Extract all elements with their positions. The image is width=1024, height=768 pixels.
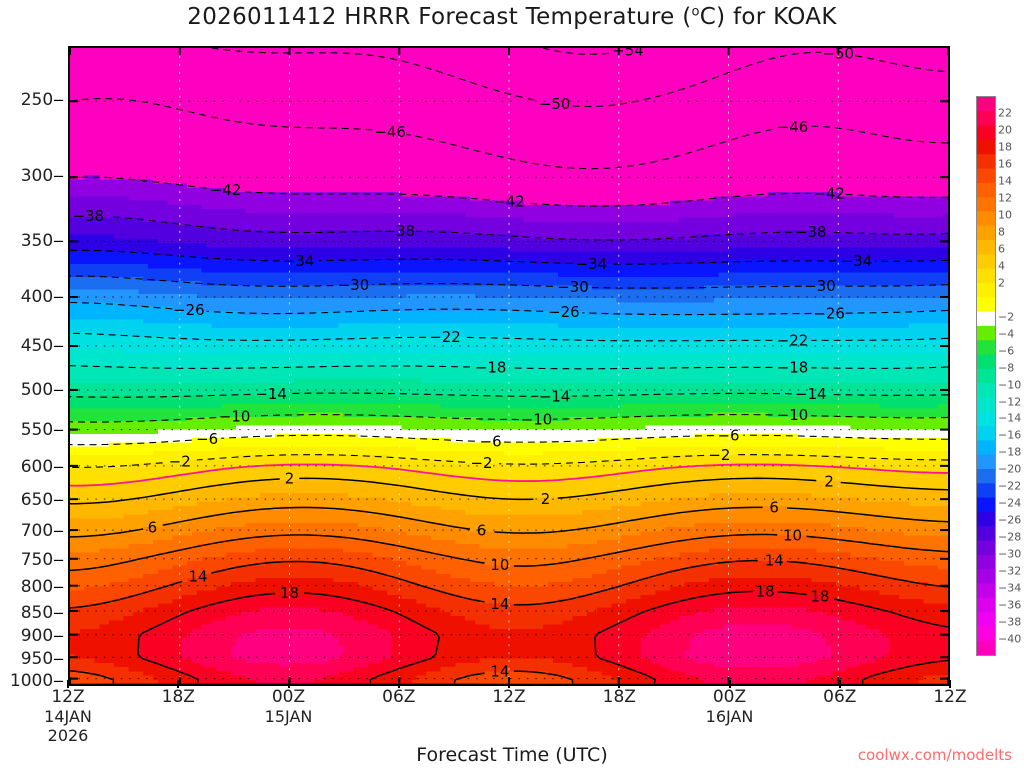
temperature-contour-plot: −54−50−50−46 −46−42−42 −42−38−38 −38−34 −34−… [70, 48, 948, 684]
colorbar-tick-minus24: −24 [998, 497, 1021, 510]
x-tick-12h: 00Z 15JAN [265, 688, 313, 727]
x-axis-tickmarks [67, 680, 951, 688]
colorbar-tick-18: 18 [998, 140, 1012, 153]
colorbar-tick-minus20: −20 [998, 463, 1021, 476]
colorbar-tick-minus26: −26 [998, 514, 1021, 527]
y-tick-650: 650‒ [21, 490, 64, 510]
x-axis-title: Forecast Time (UTC) [0, 744, 1024, 766]
y-tick-750: 750‒ [21, 550, 64, 570]
y-tick-350: 350‒ [21, 231, 64, 251]
chart-title-after: C) for KOAK [700, 4, 837, 30]
y-tick-1000: 1000‒ [10, 671, 64, 691]
credit-watermark: coolwx.com/modelts [858, 746, 1012, 764]
x-axis-time: 12Z 14JAN 2026 18Z 00Z 15JAN 06Z 12Z 18Z 00Z 16JAN… [44, 680, 967, 750]
y-tick-400: 400‒ [21, 287, 64, 307]
contour-canvas: −54 −50 −50 −46 −46 −42 −42 −42 −38 −38 −38 −34 −34−… [70, 48, 948, 684]
colorbar-tick-minus38: −38 [998, 616, 1021, 629]
y-tick-800: 800‒ [21, 577, 64, 597]
colorbar-tick-22: 22 [998, 107, 1012, 120]
colorbar-tick-16: 16 [998, 157, 1012, 170]
degree-symbol: o [692, 4, 700, 19]
colorbar-labels: 22 20 18 16 14 12 10 8 6 4 2 −2 −4 −6 −8 −10 −12 −14 −16 −1… [998, 96, 1024, 656]
y-tick-250: 250‒ [21, 90, 64, 110]
colorbar-tick-minus36: −36 [998, 599, 1021, 612]
colorbar-swatches [977, 97, 995, 655]
colorbar-tick-14: 14 [998, 174, 1012, 187]
y-tick-500: 500‒ [21, 380, 64, 400]
colorbar-tick-minus6: −6 [998, 344, 1014, 357]
colorbar-tick-10: 10 [998, 208, 1012, 221]
colorbar-tick-6: 6 [998, 242, 1005, 255]
colorbar-tick-minus32: −32 [998, 565, 1021, 578]
y-tick-550: 550‒ [21, 420, 64, 440]
x-tick-18h: 06Z [382, 688, 415, 707]
colorbar-tick-minus28: −28 [998, 531, 1021, 544]
y-tick-600: 600‒ [21, 457, 64, 477]
colorbar-tick-minus30: −30 [998, 548, 1021, 561]
y-tick-850: 850‒ [21, 603, 64, 623]
x-tick-6h: 18Z [162, 688, 195, 707]
colorbar-tick-4: 4 [998, 259, 1005, 272]
x-tick-30h: 18Z [603, 688, 636, 707]
colorbar-tick-2: 2 [998, 276, 1005, 289]
x-tick-48h: 12Z [933, 688, 966, 707]
plot-area: −54 −50 −50 −46 −46 −42 −42 −42 −38 −38 −38 −34 −34−… [68, 46, 950, 686]
colorbar-tick-minus34: −34 [998, 582, 1021, 595]
colorbar-tick-8: 8 [998, 225, 1005, 238]
colorbar-tick-20: 20 [998, 123, 1012, 136]
colorbar-tick-minus16: −16 [998, 429, 1021, 442]
x-tick-0h: 12Z 14JAN 2026 [44, 688, 92, 746]
colorbar-tick-minus8: −8 [998, 361, 1014, 374]
colorbar-tick-minus22: −22 [998, 480, 1021, 493]
y-tick-900: 900‒ [21, 626, 64, 646]
colorbar-tick-minus10: −10 [998, 378, 1021, 391]
chart-title: 2026011412 HRRR Forecast Temperature (oC… [0, 4, 1024, 30]
y-tick-450: 450‒ [21, 336, 64, 356]
x-tick-24h: 12Z [492, 688, 525, 707]
chart-title-before: 2026011412 HRRR Forecast Temperature ( [187, 4, 691, 30]
colorbar-tick-minus4: −4 [998, 327, 1014, 340]
y-tick-300: 300‒ [21, 166, 64, 186]
colorbar-tick-minus14: −14 [998, 412, 1021, 425]
colorbar-tick-minus18: −18 [998, 446, 1021, 459]
colorbar-tick-minus2: −2 [998, 310, 1014, 323]
y-tick-950: 950‒ [21, 649, 64, 669]
y-axis-pressure: 250‒ 300‒ 350‒ 400‒ 450‒ 500‒ 550‒ 600‒ 650‒ 700‒… [0, 46, 64, 691]
colorbar-tick-minus40: −40 [998, 633, 1021, 646]
colorbar-tick-minus12: −12 [998, 395, 1021, 408]
y-tick-700: 700‒ [21, 521, 64, 541]
x-tick-36h: 00Z 16JAN [706, 688, 754, 727]
colorbar-tick-12: 12 [998, 191, 1012, 204]
colorbar [976, 96, 996, 656]
x-tick-42h: 06Z [823, 688, 856, 707]
